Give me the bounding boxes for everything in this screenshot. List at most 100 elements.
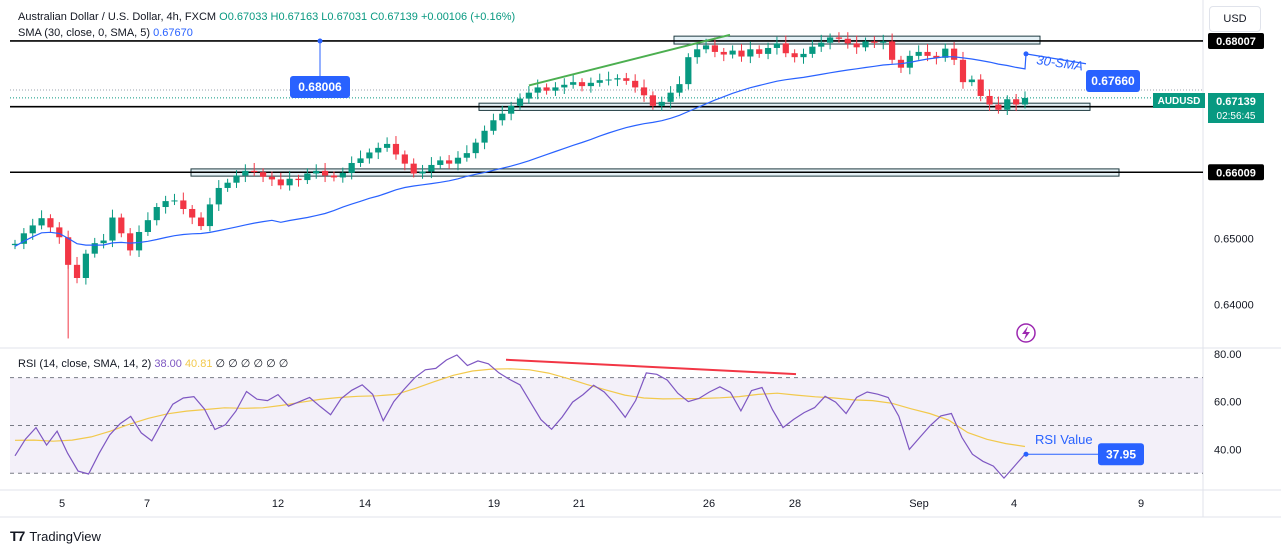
candle [339,167,346,183]
candle [357,150,364,167]
candle [525,86,532,104]
candle [348,156,355,180]
candle [782,35,789,58]
candle-body [623,78,630,81]
candle-body [463,153,470,158]
callout-label: 0.68006 [298,80,342,94]
candle [844,32,851,49]
candle-body [171,200,178,202]
candle [118,213,125,238]
candle-body [543,87,550,91]
candle [490,113,497,135]
candle [153,203,160,226]
candle-body [711,45,719,52]
candle [747,41,754,64]
candle-body [410,163,417,174]
candle [853,35,860,54]
candle-body [729,50,736,55]
candle-body [995,104,1002,110]
candle-body [100,240,107,244]
rsi-tick-label: 60.00 [1214,397,1242,409]
rsi-value-label: 37.95 [1106,447,1136,461]
uptrend-line [528,33,731,87]
callout-box [290,76,350,98]
last-price-badge [1208,93,1264,123]
candle-body [375,147,382,153]
candle [47,214,54,233]
candle [162,195,169,214]
candle-body [144,220,151,232]
candle-body [942,48,949,58]
candle-body [676,84,683,93]
candle-body [73,264,81,278]
candle-body [685,57,692,85]
candle [472,138,479,159]
candle [658,96,665,112]
level-price-label: 0.66009 [1216,167,1256,179]
candle [942,43,949,62]
candle [720,47,727,62]
candle-body [818,42,825,47]
candle [446,155,453,169]
candle [676,76,683,97]
candle-body [233,175,240,183]
candle [924,44,931,62]
candle [428,157,435,179]
candle [561,78,568,94]
candle [437,156,444,169]
sma-legend-value: 0.67670 [153,27,193,39]
candle [11,239,19,250]
time-tick-label: 21 [573,498,585,510]
candle [570,74,577,89]
candle [640,79,648,102]
level-price-badge [1208,32,1264,49]
rsi-value-box [1098,443,1144,466]
candle-body [259,172,267,177]
candle-body [694,49,701,58]
candle [419,164,426,179]
candle-body [348,162,355,173]
candle-body [330,175,338,178]
candle-body [534,87,541,93]
time-tick-label: 26 [703,498,715,510]
tradingview-logo: T7 TradingView [10,528,101,544]
rsi-tick-label: 40.00 [1214,444,1242,456]
candle-body [702,45,710,50]
candle-body [357,158,364,163]
candle [215,180,222,211]
candle-body [578,82,586,87]
candle-body [889,41,896,60]
time-tick-label: 5 [59,498,65,510]
candle-body [596,80,603,83]
candle [729,45,736,59]
candle [313,164,320,179]
currency-button[interactable]: USD [1209,6,1261,32]
candle [951,42,958,66]
candle-body [419,171,426,174]
candle-body [20,233,27,244]
candle [968,75,975,87]
sma-value-label: 0.67660 [1091,74,1135,88]
candle-body [339,172,346,178]
candle [251,162,258,177]
candle [189,205,196,225]
candle [694,44,701,64]
candle-body [109,217,116,241]
candle-body [853,43,860,48]
candle [277,172,284,190]
candle-body [499,113,506,121]
candle [711,37,719,58]
candle [977,74,984,102]
candle-body [862,41,869,48]
candle [410,158,417,178]
time-tick-label: 4 [1011,498,1017,510]
candle [1013,93,1020,112]
candle-body [118,217,125,234]
candle-body [773,43,781,48]
candle-body [490,120,497,131]
candle [773,36,781,55]
symbol-title: Australian Dollar / U.S. Dollar, 4h, FXC… [18,11,217,23]
symbol-legend: Australian Dollar / U.S. Dollar, 4h, FXC… [18,11,515,23]
candle-body [286,178,293,186]
